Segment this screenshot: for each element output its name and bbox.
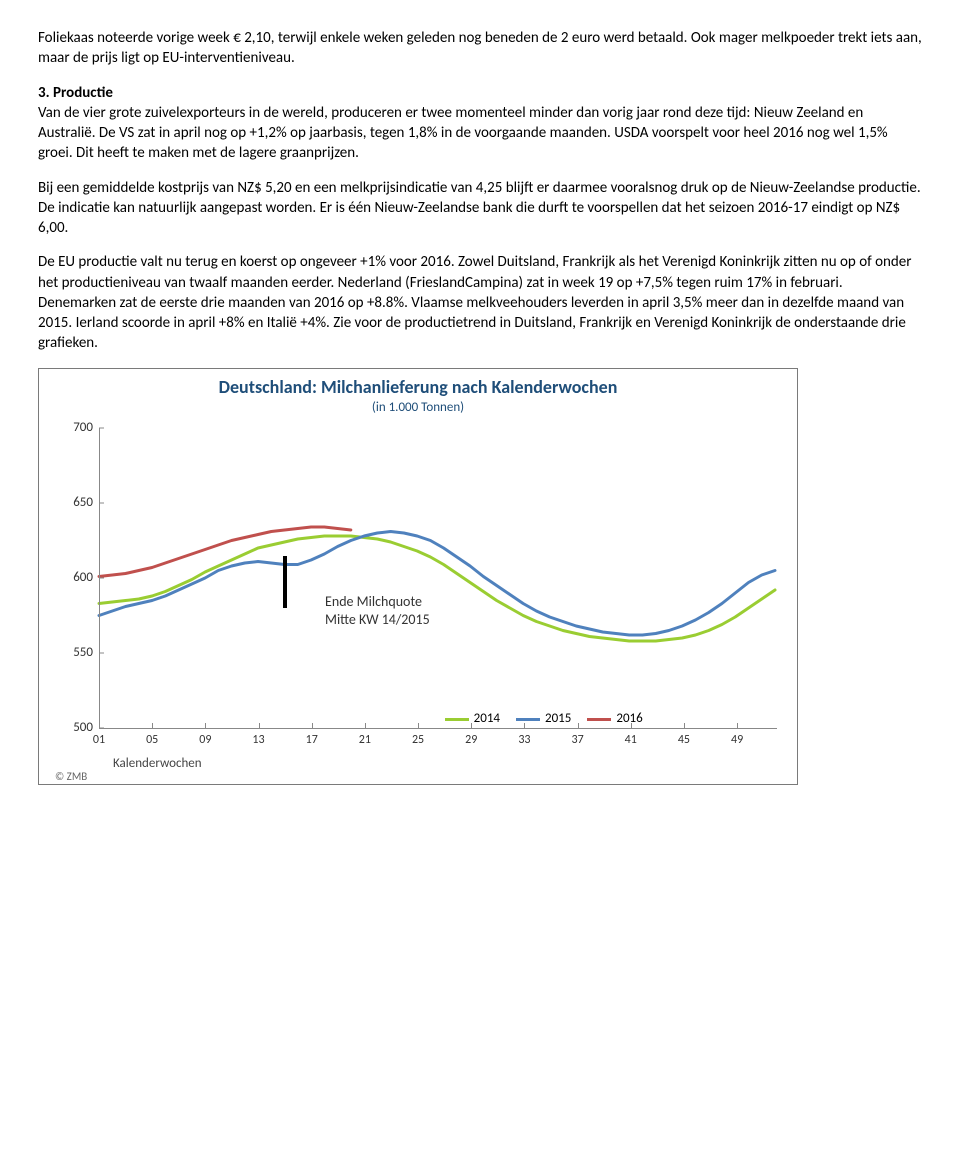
chart-copyright: © ZMB bbox=[55, 770, 87, 785]
heading-number: 3. bbox=[38, 84, 50, 102]
x-tick-label: 45 bbox=[678, 732, 690, 748]
x-tick-label: 21 bbox=[359, 732, 371, 748]
x-tick-label: 05 bbox=[146, 732, 158, 748]
legend-item: 2016 bbox=[587, 710, 642, 728]
y-tick-label: 500 bbox=[53, 720, 93, 738]
heading-text: Productie bbox=[53, 84, 113, 102]
annotation-marker bbox=[283, 556, 287, 609]
x-tick-label: 13 bbox=[252, 732, 264, 748]
chart-lines bbox=[99, 428, 775, 728]
paragraph-intro: Foliekaas noteerde vorige week € 2,10, t… bbox=[38, 28, 922, 69]
section-heading: 3. Productie bbox=[38, 83, 922, 103]
plot-region: Ende MilchquoteMitte KW 14/2015 201420152… bbox=[99, 428, 775, 728]
x-axis-title: Kalenderwochen bbox=[113, 755, 202, 773]
y-tick-label: 600 bbox=[53, 570, 93, 588]
y-tick-label: 650 bbox=[53, 495, 93, 513]
x-tick-label: 33 bbox=[518, 732, 530, 748]
x-tick-label: 09 bbox=[199, 732, 211, 748]
x-tick-label: 29 bbox=[465, 732, 477, 748]
x-tick-label: 49 bbox=[731, 732, 743, 748]
x-tick-label: 37 bbox=[571, 732, 583, 748]
paragraph-4: De EU productie valt nu terug en koerst … bbox=[38, 252, 922, 353]
chart-container: Deutschland: Milchanlieferung nach Kalen… bbox=[38, 368, 798, 786]
annotation-text: Ende MilchquoteMitte KW 14/2015 bbox=[325, 593, 430, 628]
x-tick-label: 01 bbox=[93, 732, 105, 748]
x-tick-label: 25 bbox=[412, 732, 424, 748]
x-tick-label: 17 bbox=[306, 732, 318, 748]
y-tick-label: 550 bbox=[53, 645, 93, 663]
chart-legend: 201420152016 bbox=[445, 710, 643, 728]
y-tick-label: 700 bbox=[53, 420, 93, 438]
chart-subtitle: (in 1.000 Tonnen) bbox=[39, 399, 797, 417]
legend-item: 2014 bbox=[445, 710, 500, 728]
chart-plot-area: Ende MilchquoteMitte KW 14/2015 201420152… bbox=[53, 424, 783, 784]
paragraph-2: Van de vier grote zuivelexporteurs in de… bbox=[38, 103, 922, 164]
paragraph-3: Bij een gemiddelde kostprijs van NZ$ 5,2… bbox=[38, 178, 922, 239]
chart-title: Deutschland: Milchanlieferung nach Kalen… bbox=[39, 375, 797, 399]
x-tick-label: 41 bbox=[625, 732, 637, 748]
